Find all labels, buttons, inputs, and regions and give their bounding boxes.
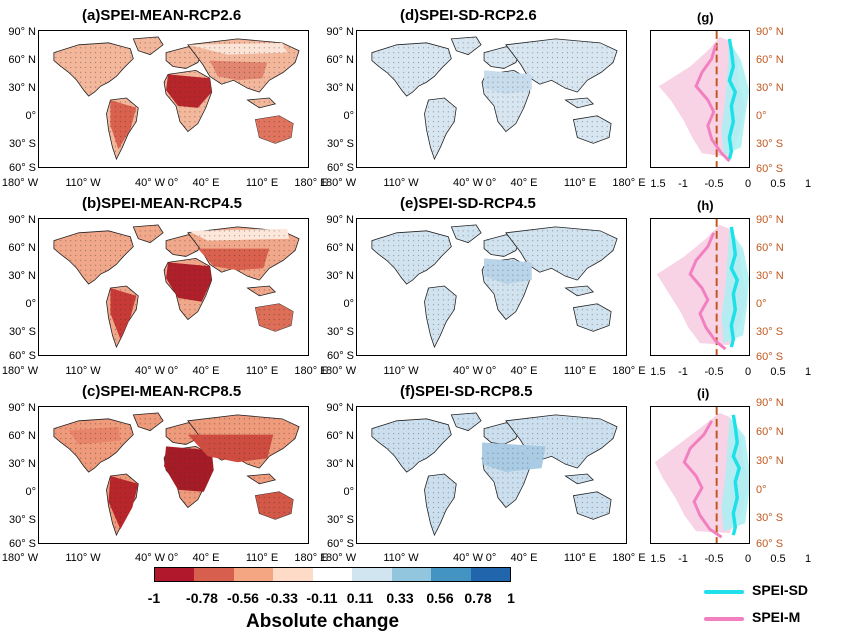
map-panel-c [38, 406, 309, 544]
lon-axis-b: 180° W 110° W 40° W 0° 40° E 110° E 180°… [1, 365, 328, 377]
panel-title-b: (b)SPEI-MEAN-RCP4.5 [82, 195, 243, 212]
panel-title-a: (a)SPEI-MEAN-RCP2.6 [82, 7, 242, 24]
panel-title-e: (e)SPEI-SD-RCP4.5 [400, 195, 536, 212]
colorbar-swatch [352, 568, 392, 581]
lon-axis-e: 180° W 110° W 40° W 0° 40° E 110° E 180°… [319, 365, 646, 377]
map-panel-d [356, 30, 627, 168]
lon-axis-d: 180° W 110° W 40° W 0° 40° E 110° E 180°… [319, 177, 646, 189]
colorbar-label: Absolute change [246, 611, 400, 632]
colorbar-swatch [194, 568, 234, 581]
map-panel-b [38, 218, 309, 356]
legend-m-label: SPEI-M [752, 609, 801, 625]
colorbar-swatch [233, 568, 274, 581]
colorbar-swatch [155, 568, 195, 581]
colorbar-swatch [312, 568, 353, 581]
panel-title-g: (g) [697, 10, 714, 25]
colorbar-ticks: -1 -0.78 -0.56 -0.33 -0.11 0.11 0.33 0.5… [147, 590, 515, 606]
panel-title-i: (i) [697, 386, 710, 401]
lon-axis-c: 180° W 110° W 40° W 0° 40° E 110° E 180°… [1, 552, 328, 564]
colorbar-swatch [391, 568, 432, 581]
legend-m-swatch [704, 617, 744, 621]
legend-sd-swatch [704, 590, 744, 594]
profile-panel-h [650, 218, 750, 356]
colorbar-swatch [273, 568, 313, 581]
map-panel-f [356, 406, 627, 544]
profile-x-axis-i: 1.5 -1 -0.5 0 0.5 1 [650, 553, 812, 565]
panel-title-h: (h) [697, 198, 714, 213]
panel-title-c: (c)SPEI-MEAN-RCP8.5 [82, 383, 242, 400]
panel-title-d: (d)SPEI-SD-RCP2.6 [400, 7, 537, 24]
lon-axis-f: 180° W 110° W 40° W 0° 40° E 110° E 180°… [319, 552, 646, 564]
lon-axis-a: 180° W 110° W 40° W 0° 40° E 110° E 180°… [1, 177, 328, 189]
profile-panel-g [650, 30, 750, 168]
profile-x-axis-h: 1.5 -1 -0.5 0 0.5 1 [650, 366, 812, 378]
colorbar [154, 567, 511, 582]
map-panel-a [38, 30, 309, 168]
legend-sd-label: SPEI-SD [752, 582, 809, 598]
colorbar-swatch [431, 568, 471, 581]
panel-title-f: (f)SPEI-SD-RCP8.5 [400, 383, 533, 400]
colorbar-swatch [470, 568, 510, 581]
profile-panel-i [650, 406, 750, 544]
map-panel-e [356, 218, 627, 356]
profile-x-axis-g: 1.5 -1 -0.5 0 0.5 1 [650, 178, 812, 190]
